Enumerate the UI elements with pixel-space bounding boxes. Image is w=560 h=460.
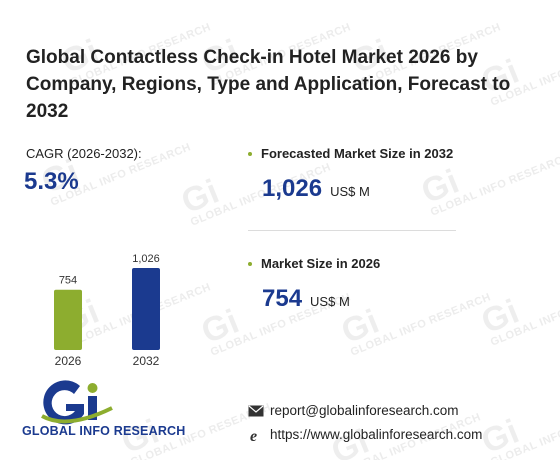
cagr-value: 5.3% [24,168,79,195]
website-text[interactable]: https://www.globalinforesearch.com [270,427,483,442]
current-value: 754 [262,285,303,312]
svg-text:e: e [250,428,257,443]
page-title: Global Contactless Check-in Hotel Market… [26,47,511,122]
bar-value-label: 754 [59,275,77,287]
cagr-label: CAGR (2026-2032): [26,146,142,161]
forecast-unit: US$ M [330,184,370,199]
forecast-stat: Forecasted Market Size in 2032 1,026 US$… [248,146,453,203]
bar-2026 [54,289,82,350]
forecast-label: Forecasted Market Size in 2032 [261,146,454,161]
browser-e-icon: e [248,428,264,443]
stat-divider [248,230,456,231]
company-logo [41,380,113,425]
current-label: Market Size in 2026 [261,256,381,271]
email-text[interactable]: report@globalinforesearch.com [270,403,459,418]
bar-value-label: 1,026 [132,253,160,265]
bullet-icon [248,151,252,156]
contact-email[interactable]: report@globalinforesearch.com [248,403,459,418]
logo-text: GLOBAL INFO RESEARCH [22,424,186,438]
bar-2032 [132,268,160,350]
envelope-icon [248,404,264,418]
category-label: 2026 [55,354,82,368]
current-stat: Market Size in 2026 754 US$ M [248,256,380,313]
contact-website[interactable]: e https://www.globalinforesearch.com [248,427,483,443]
bullet-icon [248,261,252,266]
forecast-value: 1,026 [262,175,323,202]
category-label: 2032 [133,354,160,368]
current-unit: US$ M [310,294,350,309]
